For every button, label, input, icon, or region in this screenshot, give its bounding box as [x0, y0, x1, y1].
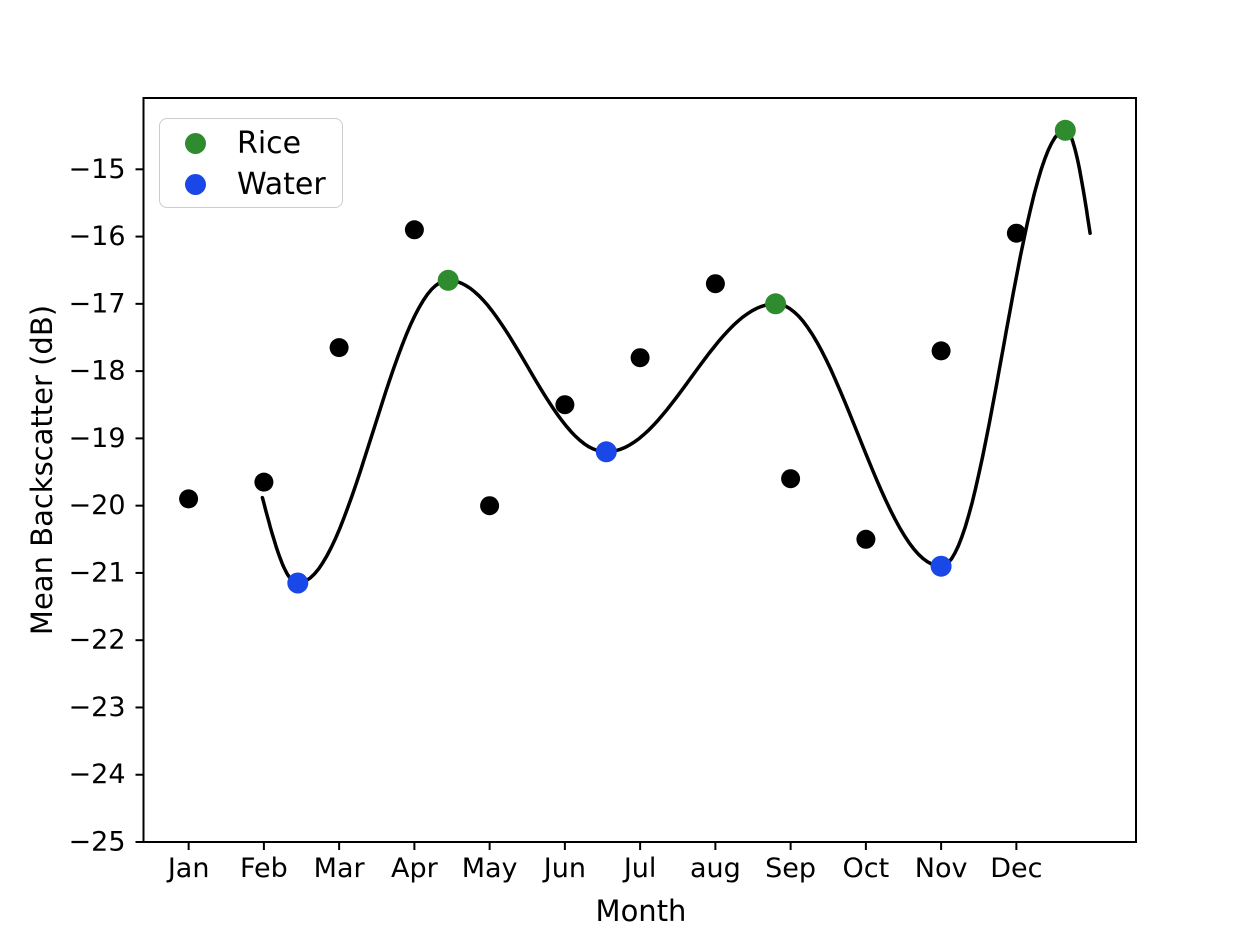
scatter-point-water [287, 572, 309, 594]
axes-frame [142, 97, 1137, 843]
legend-item-water: Water [160, 164, 342, 205]
y-tick-label: −22 [69, 625, 126, 656]
scatter-point-monthly_backscatter [1006, 223, 1026, 243]
scatter-point-monthly_backscatter [630, 348, 650, 368]
y-tick-label: −19 [69, 423, 126, 454]
y-tick-label: −21 [69, 557, 126, 588]
x-tick-label: Nov [915, 853, 968, 884]
legend: Rice Water [159, 118, 343, 208]
scatter-point-monthly_backscatter [781, 469, 801, 489]
series-water [287, 441, 952, 594]
y-axis: −25 −24 −23 −22 −21 −20 −19 −18 −17 −16 −15 [69, 154, 144, 858]
x-tick-label: Dec [990, 853, 1042, 884]
x-tick-label: Jan [166, 853, 210, 884]
x-tick-label: Feb [240, 853, 288, 884]
scatter-point-monthly_backscatter [404, 220, 424, 240]
legend-item-rice: Rice [160, 123, 342, 164]
scatter-point-rice [765, 293, 787, 315]
legend-label-water: Water [237, 166, 326, 202]
y-tick-label: −18 [69, 356, 126, 387]
x-axis: Jan Feb Mar Apr May Jun Jul aug Sep Oct Nov Dec [166, 842, 1042, 884]
x-tick-label: Oct [843, 853, 890, 884]
x-tick-label: Sep [765, 853, 816, 884]
x-tick-label: May [462, 853, 518, 884]
series-rice [437, 119, 1076, 315]
scatter-point-rice [1054, 119, 1076, 141]
y-tick-label: −16 [69, 221, 126, 252]
x-tick-label: Jul [622, 853, 657, 884]
y-tick-label: −15 [69, 154, 126, 185]
x-tick-label: aug [690, 853, 741, 884]
rice-marker-icon [185, 133, 206, 154]
series-monthly_backscatter [179, 220, 1026, 549]
fit-curve [260, 128, 1092, 585]
y-tick-label: −23 [69, 692, 126, 723]
scatter-point-monthly_backscatter [329, 338, 349, 358]
x-tick-label: Apr [391, 853, 439, 884]
scatter-point-monthly_backscatter [480, 496, 500, 516]
x-tick-label: Mar [314, 853, 366, 884]
y-tick-label: −24 [69, 759, 126, 790]
scatter-point-monthly_backscatter [179, 489, 199, 509]
scatter-point-monthly_backscatter [254, 472, 274, 492]
scatter-point-monthly_backscatter [705, 274, 725, 294]
scatter-point-water [595, 441, 617, 463]
scatter-point-water [930, 555, 952, 577]
scatter-point-monthly_backscatter [856, 529, 876, 549]
y-axis-title: Mean Backscatter (dB) [25, 304, 59, 636]
scatter-point-rice [437, 269, 459, 291]
scatter-point-monthly_backscatter [931, 341, 951, 361]
water-marker-icon [185, 174, 206, 195]
legend-label-rice: Rice [237, 125, 302, 161]
scatter-point-monthly_backscatter [555, 395, 575, 415]
y-tick-label: −17 [69, 288, 126, 319]
y-tick-label: −20 [69, 490, 126, 521]
x-tick-label: Jun [542, 853, 586, 884]
x-axis-title: Month [595, 894, 687, 928]
y-tick-label: −25 [69, 827, 126, 858]
